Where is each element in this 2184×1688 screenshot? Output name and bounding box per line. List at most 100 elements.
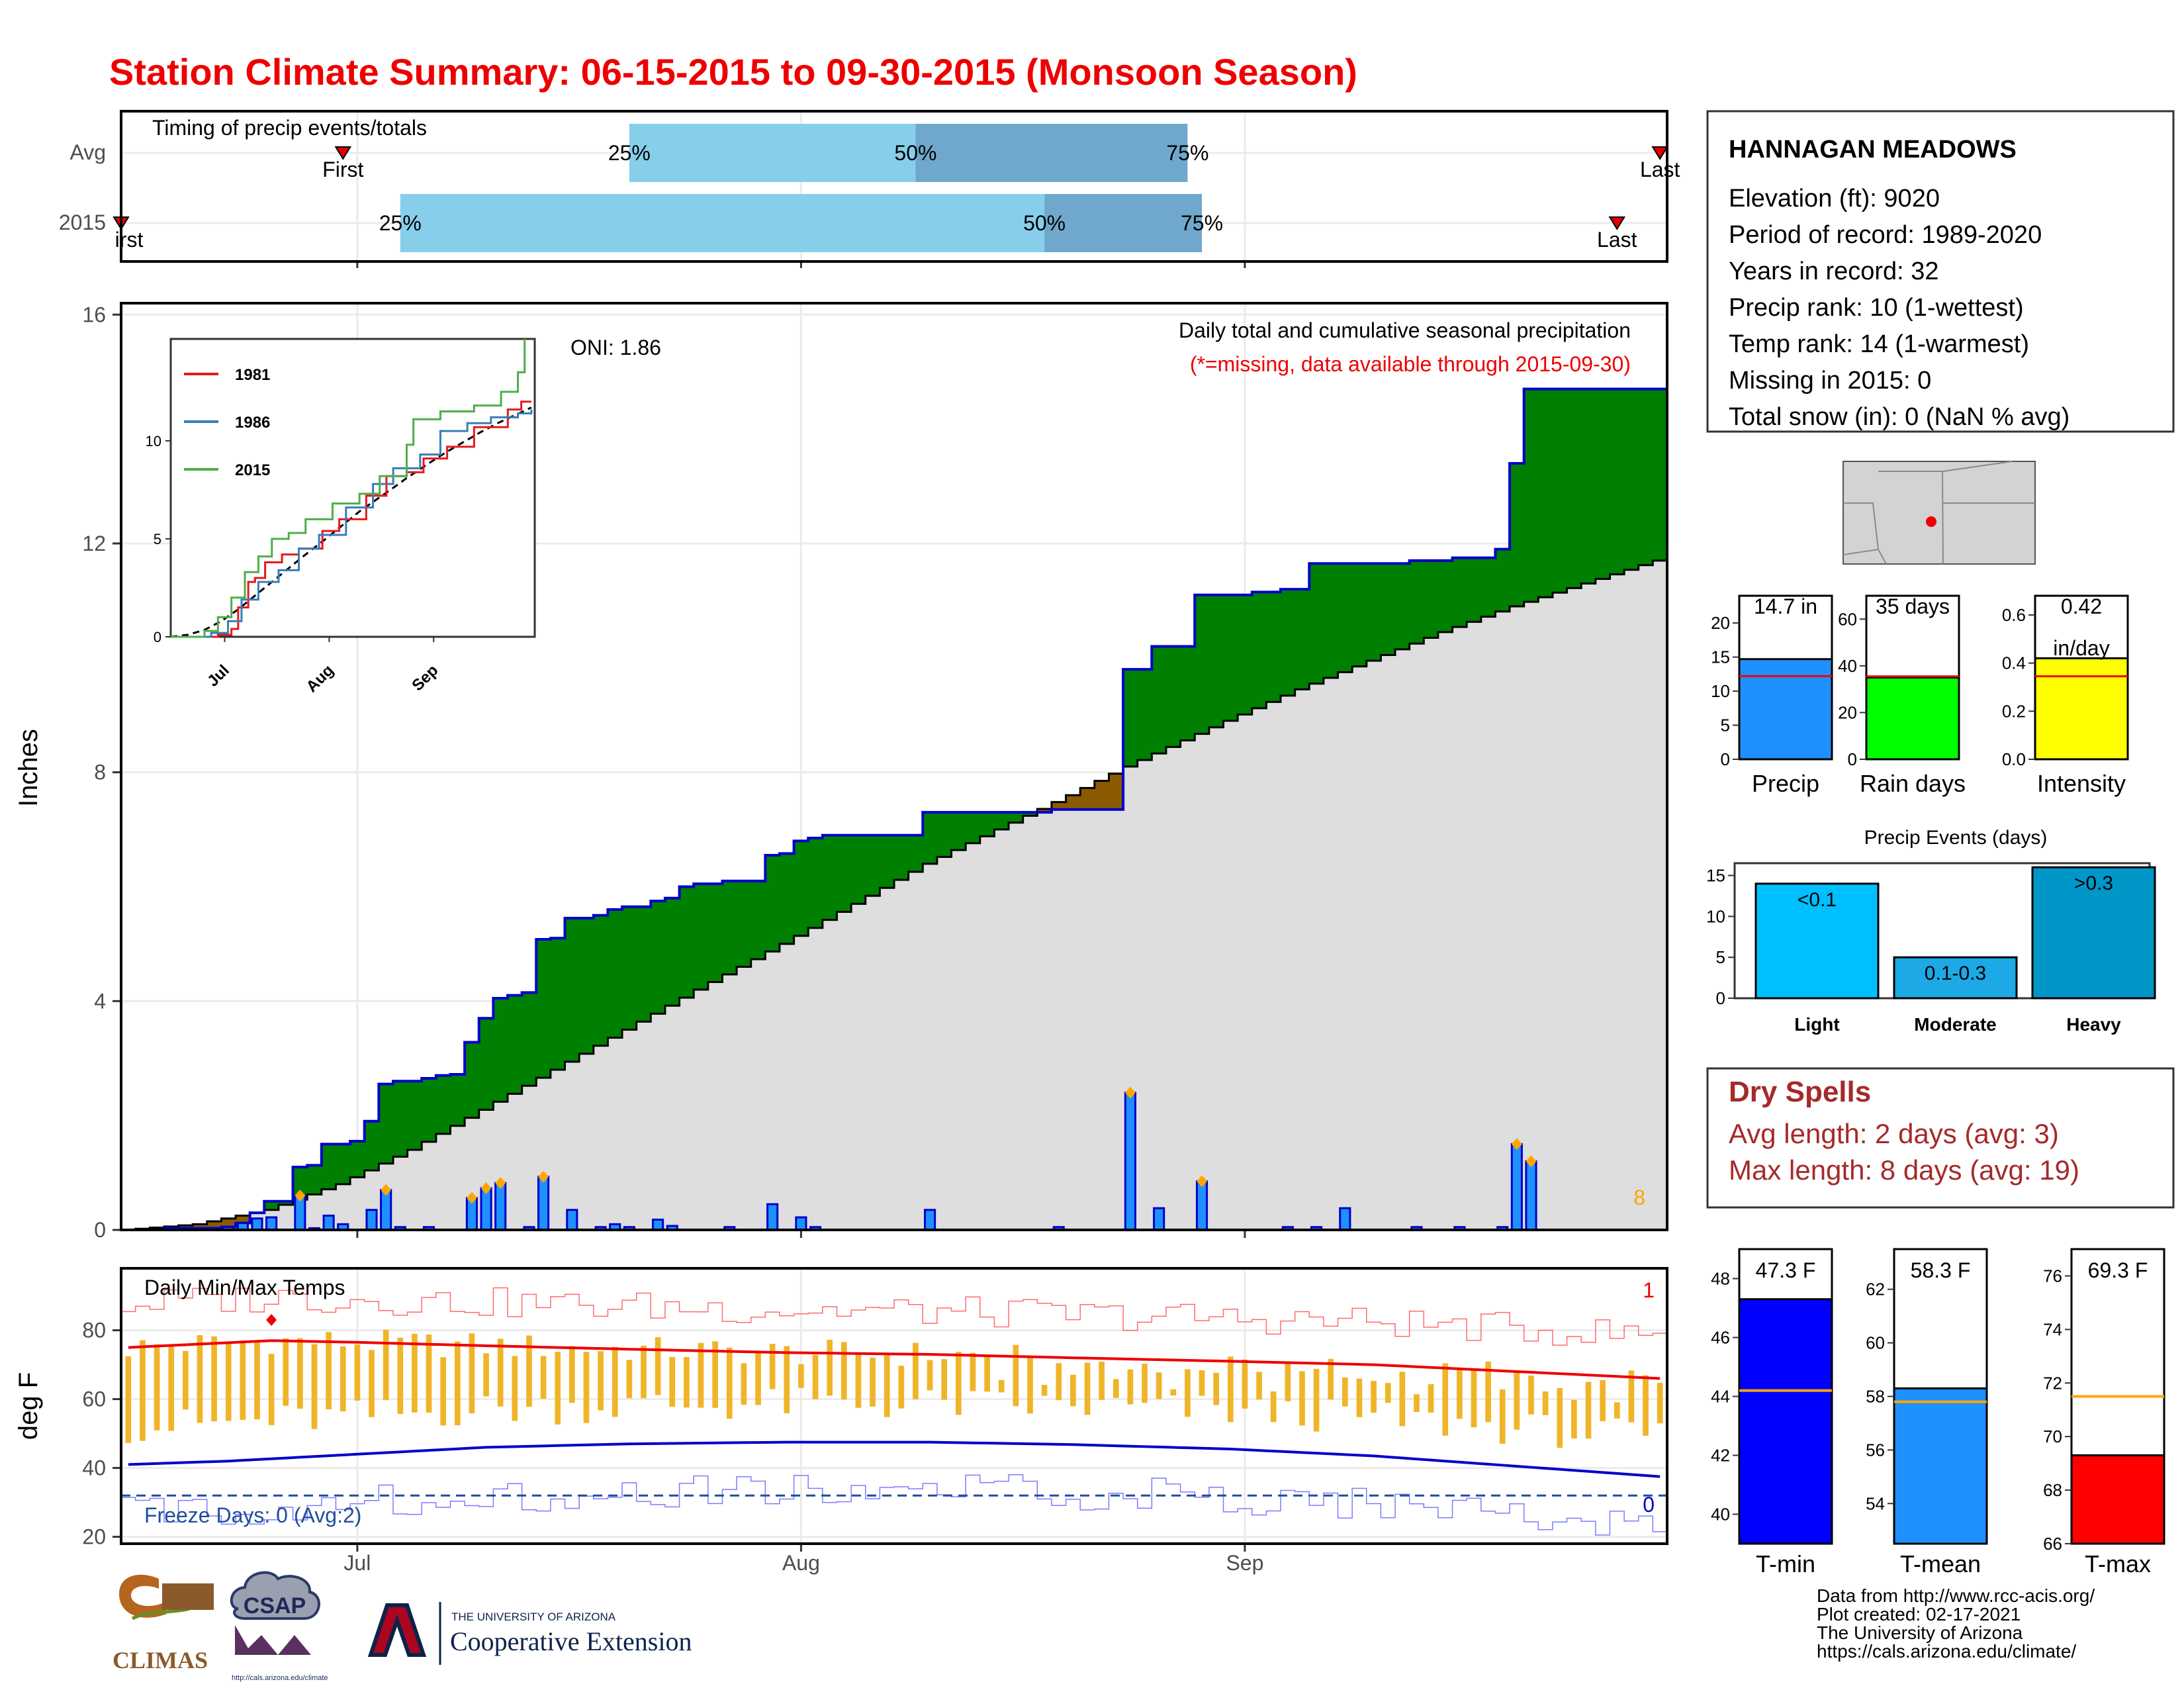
- daily-temp-range-bar: [726, 1347, 733, 1419]
- mini-ytick-label: 40: [1838, 656, 1857, 676]
- dry-spells-frame: [1706, 1067, 2175, 1209]
- daily-temp-range-bar: [798, 1364, 804, 1388]
- daily-temp-range-bar: [927, 1360, 933, 1391]
- daily-temp-range-bar: [555, 1352, 561, 1425]
- csap-cloud-icon: [230, 1571, 320, 1620]
- above-average-area: [364, 1121, 379, 1171]
- above-average-area: [1638, 389, 1653, 565]
- events-title: Precip Events (days): [1864, 827, 2048, 849]
- above-average-area: [1266, 592, 1281, 702]
- above-average-area: [1338, 563, 1353, 673]
- footer: Data from http://www.rcc-acis.org/ Plot …: [113, 1571, 2095, 1682]
- ua-a-icon: [367, 1603, 427, 1657]
- daily-precip-bar: [1339, 1207, 1351, 1231]
- above-average-area: [1567, 389, 1582, 588]
- mini-precip-charts: 0 5 10 15 20 14.7 in Precip 0 20 40 60 35 days Rain …: [1711, 594, 2129, 797]
- daily-temp-range-bar: [669, 1357, 676, 1407]
- above-average-area: [1510, 463, 1525, 607]
- page-title: Station Climate Summary: 06-15-2015 to 0…: [109, 51, 1357, 93]
- above-average-area: [392, 1081, 408, 1157]
- above-average-area: [1152, 646, 1167, 754]
- above-average-area: [737, 880, 752, 967]
- daily-temp-range-bar: [440, 1357, 446, 1426]
- temps-panel-frame: [120, 1267, 1668, 1545]
- temps-ytick-label: 60: [82, 1387, 106, 1411]
- mini-temp-ytick-label: 66: [2043, 1534, 2062, 1554]
- mini-value-label: 14.7 in: [1754, 594, 1817, 618]
- csap-url: http://cals.arizona.edu/climate: [232, 1674, 328, 1682]
- daily-temp-range-bar: [1027, 1356, 1033, 1414]
- daily-temp-range-bar: [1414, 1394, 1420, 1413]
- above-average-area: [1295, 589, 1310, 690]
- inset-ytick-label: 5: [154, 531, 161, 547]
- mini-temp-value-label: 69.3 F: [2088, 1258, 2148, 1282]
- daily-temp-range-bar: [970, 1352, 976, 1391]
- missing-note: (*=missing, data available through 2015-…: [1190, 352, 1631, 376]
- inset-legend-label: 1981: [235, 366, 270, 384]
- daily-temp-range-bar: [454, 1341, 461, 1426]
- daily-temp-range-bar: [827, 1339, 833, 1396]
- timing-bar-upper: [915, 124, 1188, 182]
- last-event-label: Last: [1640, 158, 1680, 181]
- mini-temp-ytick-label: 72: [2043, 1373, 2062, 1393]
- mini-t-min-bar: [1738, 1298, 1833, 1545]
- above-average-area: [493, 998, 508, 1102]
- above-average-area: [307, 1165, 322, 1195]
- temps-label: Daily Min/Max Temps: [144, 1276, 345, 1299]
- month-label: Jul: [343, 1551, 371, 1575]
- events-ytick-label: 0: [1716, 988, 1725, 1008]
- below-average-area: [1037, 808, 1052, 813]
- station-precip-rank: Precip rank: 10 (1-wettest): [1729, 294, 2024, 322]
- timing-pct-label: 75%: [1166, 141, 1208, 165]
- mini-rain-days-bar: [1865, 677, 1960, 761]
- above-average-area: [1165, 646, 1181, 747]
- daily-temp-range-bar: [1213, 1372, 1219, 1405]
- daily-temp-range-bar: [784, 1346, 790, 1413]
- daily-precip-bar: [380, 1189, 392, 1231]
- above-average-area: [1480, 557, 1496, 617]
- record-min-line: [121, 1474, 1667, 1536]
- daily-temp-range-bar: [311, 1344, 318, 1429]
- above-average-area: [1323, 563, 1339, 679]
- daily-temp-range-bar: [1585, 1382, 1592, 1439]
- precip-events-panel: Precip Events (days) 0 5 10 15 <0.1 Light 0.1-…: [1706, 827, 2156, 1035]
- event-bar-light: [1754, 882, 1880, 1000]
- above-average-area: [1137, 669, 1152, 761]
- above-average-area: [407, 1081, 422, 1150]
- station-info: HANNAGAN MEADOWS Elevation (ft): 9020 Pe…: [1706, 110, 2175, 433]
- below-average-area: [1080, 788, 1095, 810]
- daily-temp-range-bar: [1542, 1391, 1549, 1415]
- heavy-event-marker: [1525, 1155, 1537, 1168]
- above-average-area: [779, 853, 795, 944]
- daily-temp-range-bar: [1285, 1362, 1291, 1401]
- station-period: Period of record: 1989-2020: [1729, 221, 2042, 249]
- daily-temp-range-bar: [483, 1353, 489, 1397]
- above-average-area: [636, 906, 651, 1022]
- daily-temp-range-bar: [1170, 1389, 1177, 1396]
- above-average-area: [336, 1144, 351, 1184]
- dry-spells-title: Dry Spells: [1729, 1076, 1871, 1108]
- mini-axis-label: Precip: [1752, 770, 1819, 797]
- mini-temp-ytick-label: 46: [1711, 1328, 1730, 1348]
- timing-pct-label: 25%: [608, 141, 651, 165]
- above-average-area: [1424, 560, 1439, 638]
- mini-ytick-label: 0: [1848, 749, 1857, 769]
- above-average-area: [651, 901, 666, 1014]
- above-average-area: [508, 995, 523, 1094]
- above-average-area: [1251, 592, 1267, 708]
- daily-precip-bar: [924, 1209, 936, 1231]
- map-state-borders-east: [1878, 461, 2035, 565]
- above-average-area: [1208, 594, 1224, 727]
- last-event-marker: [1651, 146, 1668, 160]
- above-average-area: [1309, 563, 1324, 684]
- above-average-area: [550, 938, 566, 1070]
- max-record-count: 1: [1643, 1278, 1655, 1302]
- daily-temp-range-bar: [913, 1342, 919, 1399]
- above-average-area: [1409, 560, 1424, 644]
- above-average-area: [1624, 389, 1639, 570]
- mini-temp-ytick-label: 68: [2043, 1480, 2062, 1500]
- mini-temp-ytick-label: 62: [1866, 1280, 1885, 1299]
- inset-ytick-label: 0: [154, 629, 161, 645]
- timing-bar-lower: [629, 124, 916, 182]
- above-average-area: [593, 915, 609, 1046]
